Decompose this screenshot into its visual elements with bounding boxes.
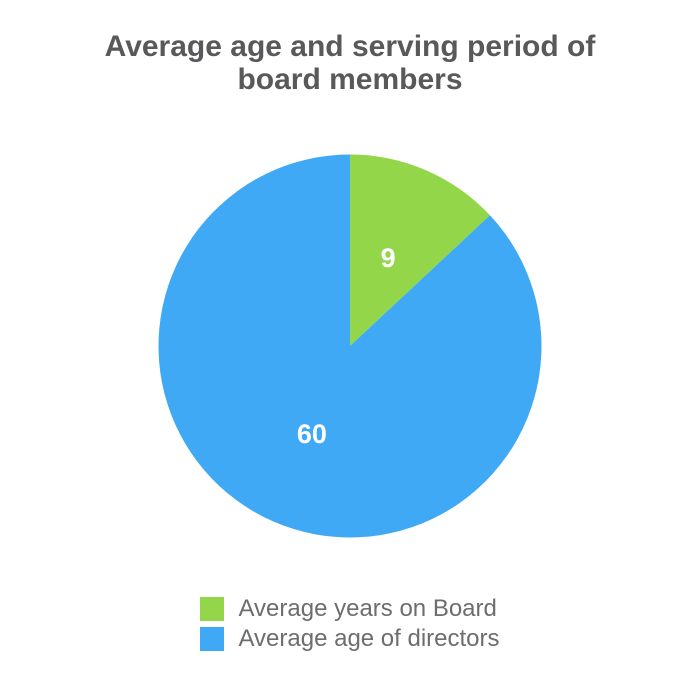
- chart-title-line2: board members: [237, 63, 463, 96]
- slice-label-1: 60: [297, 419, 327, 449]
- legend-item-1: Average age of directors: [200, 625, 500, 652]
- chart-title-line1: Average age and serving period of: [104, 30, 596, 63]
- legend-item-0: Average years on Board: [200, 597, 499, 621]
- pie-slice-0: [350, 154, 490, 346]
- legend-label: Average years on Board: [238, 595, 497, 622]
- legend-label: Average age of directors: [238, 625, 500, 652]
- legend: Average years on Board Average age of dir…: [0, 597, 700, 651]
- legend-swatch-icon: [200, 597, 225, 621]
- pie-slice-1: [158, 154, 542, 538]
- legend-swatch-icon: [200, 627, 225, 651]
- chart-title: Average age and serving period of board …: [0, 30, 700, 96]
- slice-label-0: 9: [381, 243, 396, 273]
- legend-items: Average years on Board Average age of dir…: [200, 597, 500, 652]
